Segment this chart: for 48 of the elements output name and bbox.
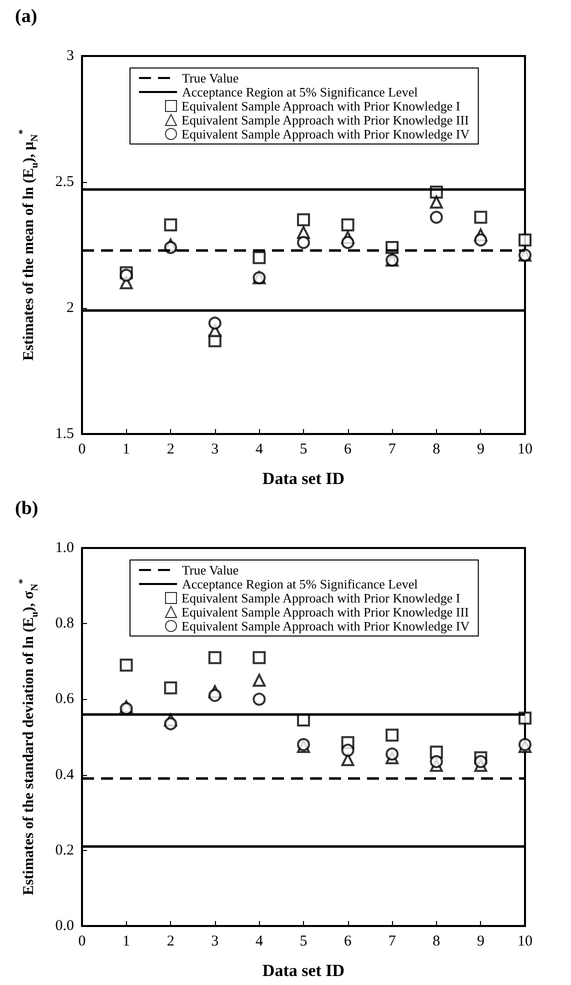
x-tick-label: 8: [432, 442, 440, 458]
x-tick-label: 10: [518, 442, 532, 458]
legend-label: True Value: [182, 562, 239, 578]
y-tick-label: 1.5: [55, 426, 74, 442]
legend-label: Equivalent Sample Approach with Prior Knowledge III: [182, 112, 469, 128]
x-tick-label: 5: [300, 442, 308, 458]
legend-label: Equivalent Sample Approach with Prior Knowledge IV: [182, 618, 470, 634]
x-tick-label: 4: [255, 442, 264, 458]
x-axis-title: Data set ID: [262, 469, 345, 488]
y-tick-label: 0.6: [55, 691, 74, 708]
y-tick-label: 0.2: [55, 842, 74, 858]
y-axis-title: Estimates of the standard deviation of ln (Eu), σN*: [18, 578, 40, 896]
y-tick-label: 0.0: [55, 918, 74, 934]
y-tick-label: 0.8: [55, 616, 74, 632]
x-tick-label: 10: [518, 934, 532, 950]
chart-title: (a): [15, 6, 38, 27]
legend-label: Equivalent Sample Approach with Prior Knowledge I: [182, 98, 460, 114]
x-tick-label: 1: [122, 442, 130, 458]
x-tick-label: 5: [300, 934, 308, 950]
legend-label: Equivalent Sample Approach with Prior Knowledge III: [182, 604, 469, 620]
y-tick-label: 1.0: [55, 540, 74, 556]
legend-label: Equivalent Sample Approach with Prior Knowledge I: [182, 590, 460, 606]
y-tick-label: 0.4: [55, 766, 74, 783]
x-tick-label: 9: [476, 442, 484, 458]
x-tick-label: 6: [344, 934, 352, 950]
x-tick-label: 3: [211, 934, 219, 950]
x-tick-label: 4: [255, 934, 264, 950]
y-tick-label: 2: [66, 300, 74, 316]
x-axis-title: Data set ID: [262, 961, 345, 980]
x-tick-label: 9: [476, 934, 484, 950]
legend-label: Acceptance Region at 5% Significance Level: [182, 84, 418, 100]
x-tick-label: 2: [166, 934, 174, 950]
y-tick-label: 2.5: [55, 174, 74, 190]
x-tick-label: 0: [78, 442, 86, 458]
x-tick-label: 1: [122, 934, 130, 950]
x-tick-label: 8: [432, 934, 440, 950]
x-tick-label: 3: [211, 442, 219, 458]
legend-label: Equivalent Sample Approach with Prior Knowledge IV: [182, 126, 470, 142]
x-tick-label: 0: [78, 934, 86, 950]
x-tick-label: 6: [344, 442, 352, 458]
x-tick-label: 2: [166, 442, 174, 458]
y-tick-label: 3: [66, 48, 74, 64]
x-tick-label: 7: [388, 934, 396, 950]
chart-title: (b): [15, 498, 38, 519]
legend-label: Acceptance Region at 5% Significance Level: [182, 576, 418, 592]
y-axis-title: Estimates of the mean of ln (Eu), μN*: [18, 129, 40, 361]
legend-label: True Value: [182, 70, 239, 86]
x-tick-label: 7: [388, 442, 396, 458]
